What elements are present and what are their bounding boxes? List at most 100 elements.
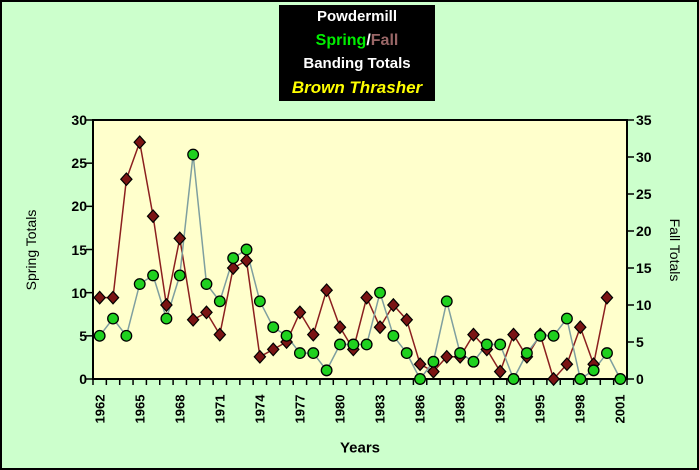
fall-data-point xyxy=(427,364,440,379)
x-axis-year-label: 1965 xyxy=(132,394,148,424)
fall-data-point xyxy=(386,297,400,313)
spring-data-point xyxy=(293,347,306,360)
spring-data-point xyxy=(213,295,226,308)
chart-title-species: Brown Thrasher xyxy=(291,78,423,97)
spring-data-point xyxy=(601,347,613,360)
fall-data-point xyxy=(266,342,280,357)
y-axis-right-tick-label: 10 xyxy=(636,297,652,313)
spring-data-point xyxy=(494,338,507,351)
spring-data-point xyxy=(414,373,427,385)
fall-data-point xyxy=(160,297,173,313)
season-separator: / xyxy=(366,32,371,49)
x-axis-year-label: 1986 xyxy=(412,394,428,424)
fall-data-point xyxy=(467,327,480,342)
fall-data-point xyxy=(240,253,253,268)
spring-data-point xyxy=(560,312,573,325)
fall-data-point xyxy=(213,327,227,342)
fall-data-point xyxy=(133,135,147,150)
fall-data-point xyxy=(253,349,267,364)
y-axis-left-tick-label: 20 xyxy=(71,198,87,215)
x-axis-year-label: 1995 xyxy=(532,394,548,424)
spring-data-point xyxy=(334,338,346,351)
spring-data-point xyxy=(240,243,253,256)
y-axis-right-tick-label: 20 xyxy=(636,223,652,239)
fall-data-point xyxy=(226,260,240,276)
spring-data-point xyxy=(467,355,480,368)
y-axis-right-tick-label: 30 xyxy=(636,149,652,165)
spring-data-point xyxy=(200,278,213,290)
spring-data-point xyxy=(320,364,333,377)
spring-data-point xyxy=(400,347,413,360)
fall-data-point xyxy=(400,312,414,327)
x-axis-title: Years xyxy=(339,439,381,457)
fall-label: Fall xyxy=(370,32,399,49)
fall-data-point xyxy=(600,290,614,305)
spring-data-point xyxy=(107,312,119,325)
chart-title-box: Powdermill Spring/Fall Banding Totals Br… xyxy=(279,5,435,101)
spring-data-point xyxy=(427,355,440,368)
y-axis-left-tick-label: 0 xyxy=(79,371,87,387)
spring-data-point xyxy=(93,329,106,342)
spring-data-point xyxy=(507,373,520,385)
y-axis-left-tick-label: 10 xyxy=(71,284,87,301)
y-axis-right-tick-label: 35 xyxy=(636,112,652,128)
y-axis-right-tick-label: 5 xyxy=(636,334,644,350)
x-axis-year-label: 1992 xyxy=(492,394,508,424)
fall-data-point xyxy=(106,290,120,305)
fall-data-point xyxy=(293,305,307,320)
y-axis-right-tick-label: 15 xyxy=(636,260,652,276)
fall-data-point xyxy=(173,231,187,246)
fall-data-point xyxy=(119,172,133,187)
spring-data-point xyxy=(520,347,533,360)
chart-title-site: Powdermill xyxy=(316,8,398,25)
spring-data-point xyxy=(253,295,266,308)
fall-data-point xyxy=(306,327,320,342)
fall-data-point xyxy=(146,209,160,224)
fall-data-point xyxy=(320,283,334,298)
chart-title-seasons: Spring/Fall xyxy=(316,29,399,52)
spring-data-point xyxy=(147,269,160,282)
plot-background xyxy=(92,119,628,380)
x-axis-year-label: 2001 xyxy=(612,394,628,424)
y-axis-right-tick-label: 25 xyxy=(636,186,652,202)
fall-data-point xyxy=(186,312,200,327)
x-axis-year-label: 1971 xyxy=(212,394,228,424)
x-axis-year-label: 1983 xyxy=(372,394,388,424)
fall-data-point xyxy=(200,305,213,320)
fall-data-point xyxy=(333,320,347,335)
spring-data-point xyxy=(133,278,146,290)
spring-data-point xyxy=(173,269,186,282)
y-axis-left-tick-label: 5 xyxy=(79,327,87,344)
spring-data-point xyxy=(534,329,547,342)
spring-data-point xyxy=(347,338,360,351)
chart-title-type: Banding Totals xyxy=(303,55,411,72)
y-axis-left-tick-label: 25 xyxy=(71,155,87,172)
x-axis-year-label: 1968 xyxy=(172,394,188,424)
y-axis-left-tick-label: 15 xyxy=(71,241,87,258)
spring-data-point xyxy=(440,295,453,308)
fall-data-point xyxy=(373,320,387,335)
right-axis-title: Fall Totals xyxy=(667,218,683,282)
spring-data-point xyxy=(280,329,293,342)
fall-data-point xyxy=(573,320,587,335)
spring-data-point xyxy=(307,347,320,360)
spring-data-point xyxy=(120,329,133,342)
x-axis-year-label: 1974 xyxy=(252,394,268,424)
fall-data-point xyxy=(413,357,427,372)
spring-data-point xyxy=(267,321,280,334)
spring-label: Spring xyxy=(315,32,367,49)
spring-data-point xyxy=(227,252,240,265)
spring-data-point xyxy=(614,373,627,385)
x-axis-year-label: 1977 xyxy=(292,394,308,424)
x-axis-year-label: 1980 xyxy=(332,394,348,424)
fall-data-point xyxy=(507,327,520,342)
x-axis-year-label: 1989 xyxy=(452,394,468,424)
spring-data-point xyxy=(547,329,560,342)
x-axis-year-label: 1998 xyxy=(572,394,588,424)
spring-data-point xyxy=(574,373,587,385)
fall-data-point xyxy=(440,349,454,364)
fall-data-point xyxy=(547,371,560,387)
